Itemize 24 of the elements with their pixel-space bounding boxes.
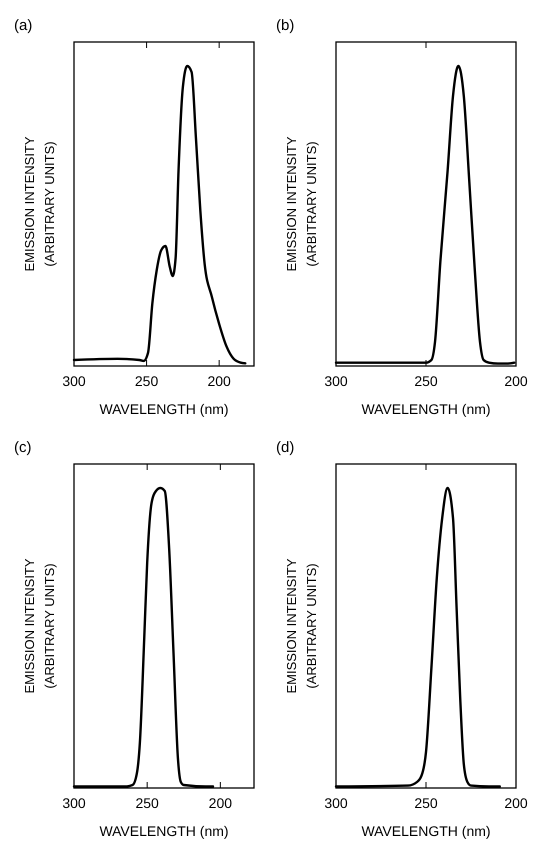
x-tick-label: 200 <box>207 373 232 389</box>
x-tick-label: 200 <box>504 373 528 389</box>
chart-title: (a) <box>14 17 32 34</box>
chart-title: (c) <box>14 439 32 456</box>
y-axis-title: EMISSION INTENSITY (ARBITRARY UNITS) <box>22 558 57 694</box>
x-tick-label: 300 <box>62 795 86 811</box>
x-tick-label: 250 <box>414 373 438 389</box>
x-tick-label: 300 <box>324 795 348 811</box>
y-axis-title: EMISSION INTENSITY (ARBITRARY UNITS) <box>22 136 57 272</box>
x-tick-label: 200 <box>504 795 528 811</box>
x-tick-label: 200 <box>208 795 232 811</box>
x-tick-label: 250 <box>414 795 438 811</box>
x-tick-label: 250 <box>134 373 158 389</box>
x-tick-label: 250 <box>135 795 160 811</box>
x-tick-label: 300 <box>324 373 348 389</box>
y-axis-title: EMISSION INTENSITY (ARBITRARY UNITS) <box>284 558 319 694</box>
chart-title: (d) <box>276 439 294 456</box>
chart-title: (b) <box>276 17 294 34</box>
x-axis-title: WAVELENGTH (nm) <box>99 401 229 417</box>
x-tick-label: 300 <box>62 373 86 389</box>
x-axis-title: WAVELENGTH (nm) <box>361 823 491 839</box>
x-axis-title: WAVELENGTH (nm) <box>99 823 229 839</box>
x-axis-title: WAVELENGTH (nm) <box>361 401 491 417</box>
y-axis-title: EMISSION INTENSITY (ARBITRARY UNITS) <box>284 136 319 272</box>
